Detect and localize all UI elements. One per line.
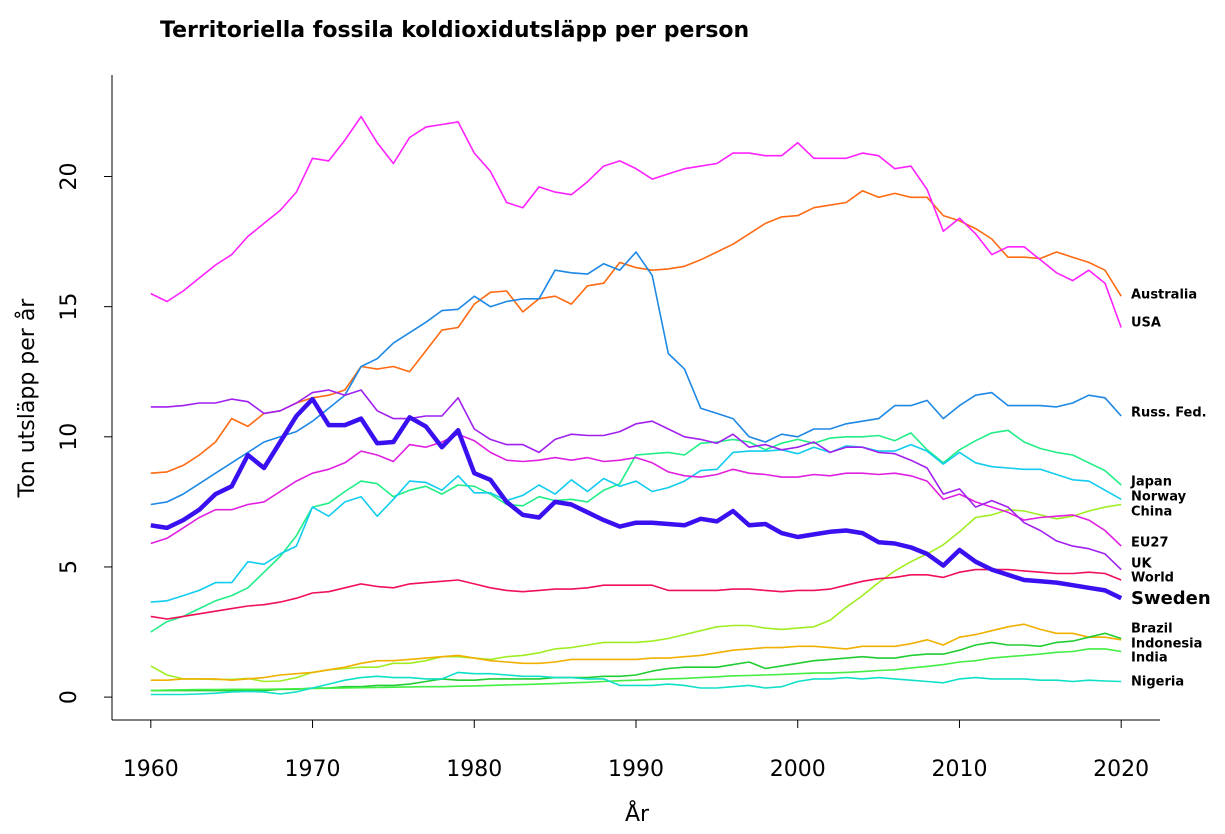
x-tick-label: 1980 (446, 757, 502, 782)
y-tick-label: 15 (57, 293, 82, 321)
series-label: Nigeria (1131, 675, 1184, 690)
series-line (150, 443, 1122, 603)
y-tick-label: 0 (57, 690, 82, 704)
series-line (150, 389, 1122, 571)
x-tick-label: 1960 (123, 757, 179, 782)
series-line (150, 671, 1122, 696)
series-label: UK (1131, 557, 1153, 572)
series-line (150, 115, 1122, 328)
y-tick-label: 20 (57, 163, 82, 191)
x-tick-label: 2010 (931, 757, 987, 782)
series-label: Australia (1131, 288, 1197, 303)
series-label: EU27 (1131, 536, 1169, 551)
x-tick-label: 2000 (770, 757, 826, 782)
series-label: Japan (1130, 475, 1172, 490)
series-label: Brazil (1131, 622, 1173, 637)
series-line (150, 503, 1122, 683)
chart-title: Territoriella fossila koldioxidutsläpp p… (160, 18, 749, 43)
x-axis-label: År (625, 800, 650, 827)
y-tick-label: 5 (57, 560, 82, 574)
series-line (150, 429, 1122, 633)
series-label: India (1131, 651, 1168, 666)
series-line (150, 433, 1122, 547)
y-tick-label: 10 (57, 423, 82, 451)
series-line (150, 568, 1122, 620)
series-label: China (1131, 505, 1172, 520)
series-line (150, 648, 1122, 692)
y-axis-label: Ton utsläpp per år (14, 298, 40, 499)
series-line (150, 623, 1122, 681)
series-label: Sweden (1131, 588, 1211, 609)
series-label: Norway (1131, 490, 1187, 505)
series-label: Indonesia (1131, 637, 1202, 652)
series-line (150, 251, 1122, 506)
x-tick-label: 1970 (285, 757, 341, 782)
series-label: Russ. Fed. (1131, 406, 1207, 421)
x-tick-label: 1990 (608, 757, 664, 782)
series-line (150, 396, 1123, 601)
series-label: World (1131, 571, 1174, 586)
x-tick-label: 2020 (1093, 757, 1149, 782)
series-label: USA (1131, 316, 1161, 331)
